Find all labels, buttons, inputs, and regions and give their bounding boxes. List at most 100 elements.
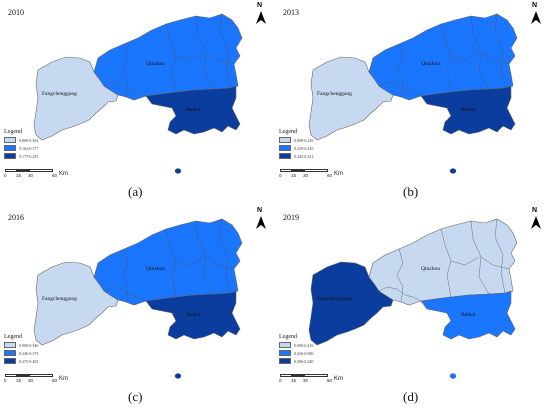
region-fangchenggang [308, 261, 394, 346]
panel-caption: (b) [403, 184, 419, 199]
scale-tick: 0 [4, 173, 7, 178]
legend-label: 0.177-0.255 [19, 153, 39, 159]
scale-tick: 15 [16, 173, 22, 178]
scale-bar: 0 15 30 60 Km [4, 169, 85, 181]
county-boundary [219, 13, 231, 89]
scale-bar: 0 15 30 60 Km [279, 374, 360, 386]
legend-swatch [4, 145, 16, 151]
region-label-beihai: Beihai [461, 312, 476, 318]
region-fangchenggang [33, 261, 119, 346]
scale-unit: Km [334, 171, 343, 177]
legend-title: Legend [4, 129, 22, 135]
legend: Legend 0.000-0.416 0.416-0.506 0.506-0.540 [279, 334, 313, 365]
region-label-beihai: Beihai [186, 312, 201, 318]
scale-segment [5, 374, 17, 377]
county-boundary [378, 81, 422, 97]
year-label: 2019 [283, 213, 299, 222]
region-qinzhou [93, 13, 243, 101]
county-boundary [103, 81, 147, 97]
region-beihai [145, 85, 241, 135]
county-boundary [103, 286, 147, 302]
legend-item: 0.229-0.245 [279, 144, 313, 152]
county-boundary [175, 51, 205, 61]
legend-item: 0.000-0.162 [4, 136, 38, 144]
legend-swatch [279, 342, 291, 348]
region-label-qinzhou: Qinzhou [421, 61, 440, 67]
scale-segment [280, 169, 292, 172]
legend-item: 0.000-0.229 [279, 136, 313, 144]
scale-tick: 60 [52, 378, 58, 383]
north-arrow: N [529, 2, 543, 24]
legend-title: Legend [279, 129, 297, 135]
north-arrow-icon [531, 11, 541, 24]
scale-segment [304, 374, 328, 377]
island-weizhou [174, 168, 182, 174]
legend-swatch [4, 137, 16, 143]
region-label-fangchenggang: Fangchenggang [317, 91, 352, 97]
county-boundary [480, 256, 510, 270]
region-qinzhou [368, 218, 518, 306]
legend-item: 0.000-0.416 [279, 341, 313, 349]
map-panel: Fangchenggang Qinzhou Beihai 2016 N Legend 0.0… [0, 205, 273, 409]
map-panel: Fangchenggang Qinzhou Beihai 2013 N Legend 0.0… [275, 0, 548, 204]
island-weizhou [174, 373, 182, 379]
region-label-fangchenggang: Fangchenggang [42, 91, 77, 97]
scale-tick: 60 [327, 173, 333, 178]
legend: Legend 0.000-0.229 0.229-0.245 0.245-0.321 [279, 129, 313, 160]
region-label-beihai: Beihai [461, 107, 476, 113]
scale-bar: 0 15 30 60 Km [4, 374, 85, 386]
island-weizhou [449, 168, 457, 174]
legend-item: 0.245-0.321 [279, 152, 313, 160]
county-boundary [121, 43, 129, 98]
region-beihai [420, 85, 516, 135]
region-label-qinzhou: Qinzhou [421, 266, 440, 272]
island-weizhou [449, 373, 457, 379]
county-boundary [450, 256, 480, 266]
scale-tick: 15 [16, 378, 22, 383]
county-boundary [480, 51, 510, 65]
map-panel: Fangchenggang Qinzhou Beihai 2019 N Legend 0.0… [275, 205, 548, 409]
legend-swatch [4, 358, 16, 364]
north-arrow-icon [256, 11, 266, 24]
legend-label: 0.506-0.540 [294, 358, 314, 364]
north-label: N [532, 207, 538, 214]
scale-segment [29, 169, 53, 172]
legend-label: 0.245-0.321 [294, 153, 314, 159]
scale-segment [292, 374, 304, 377]
county-boundary [378, 286, 422, 302]
map-panel: Fangchenggang Qinzhou Beihai 2010 N Legend 0.0… [0, 0, 273, 204]
legend-item: 0.162-0.177 [4, 144, 38, 152]
county-boundary [205, 51, 235, 65]
region-beihai [420, 290, 516, 340]
region-label-beihai: Beihai [186, 107, 201, 113]
county-boundary [396, 43, 404, 98]
year-label: 2010 [8, 8, 24, 17]
scale-segment [292, 169, 304, 172]
scale-unit: Km [59, 376, 68, 382]
north-arrow: N [254, 2, 268, 24]
legend-label: 0.000-0.346 [19, 342, 39, 348]
map-svg: Fangchenggang Qinzhou Beihai [308, 13, 518, 174]
north-arrow-icon [256, 216, 266, 229]
scale-segment [280, 374, 292, 377]
legend-swatch [279, 358, 291, 364]
region-qinzhou [368, 13, 518, 101]
scale-tick: 15 [291, 173, 297, 178]
legend-label: 0.000-0.162 [19, 137, 39, 143]
north-arrow: N [254, 207, 268, 229]
north-label: N [532, 2, 538, 9]
north-label: N [257, 2, 263, 9]
legend-item: 0.375-0.402 [4, 357, 38, 365]
scale-segment [29, 374, 53, 377]
legend-swatch [4, 342, 16, 348]
legend-item: 0.506-0.540 [279, 357, 313, 365]
scale-bar: 0 15 30 60 Km [279, 169, 360, 181]
north-label: N [257, 207, 263, 214]
region-label-fangchenggang: Fangchenggang [317, 296, 352, 302]
scale-unit: Km [334, 376, 343, 382]
county-boundary [205, 256, 235, 270]
year-label: 2016 [8, 213, 24, 222]
legend-label: 0.000-0.229 [294, 137, 314, 143]
region-label-qinzhou: Qinzhou [146, 61, 165, 67]
map-svg: Fangchenggang Qinzhou Beihai [308, 218, 518, 379]
